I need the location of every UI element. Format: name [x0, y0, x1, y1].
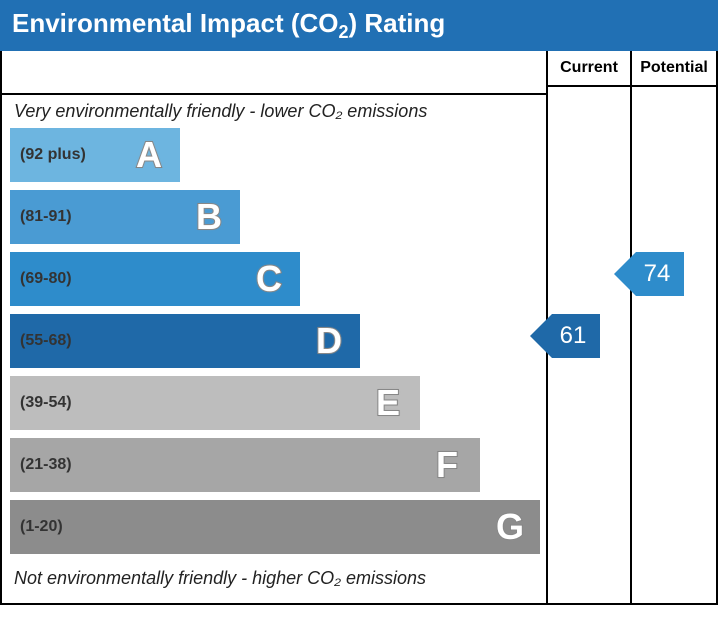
- pointer-value: 74: [636, 252, 684, 296]
- band-letter: B: [196, 196, 222, 238]
- title-suffix: ) Rating: [349, 8, 446, 38]
- band-e: (39-54) E: [10, 376, 420, 430]
- epc-rating-chart: Environmental Impact (CO2) Rating Very e…: [0, 0, 718, 605]
- band-range: (92 plus): [20, 146, 86, 164]
- band-c: (69-80) C: [10, 252, 300, 306]
- chart-title: Environmental Impact (CO2) Rating: [0, 0, 718, 51]
- current-header: Current: [548, 51, 630, 87]
- band-letter: F: [436, 444, 458, 486]
- current-column: Current 61: [548, 51, 632, 603]
- band-letter: G: [496, 506, 524, 548]
- band-d: (55-68) D: [10, 314, 360, 368]
- band-letter: A: [136, 134, 162, 176]
- band-range: (1-20): [20, 518, 63, 536]
- band-g: (1-20) G: [10, 500, 540, 554]
- pointer-arrow-icon: [614, 252, 636, 296]
- potential-pointer: 74: [614, 252, 684, 296]
- band-range: (39-54): [20, 394, 72, 412]
- pointer-value: 61: [552, 314, 600, 358]
- current-pointer: 61: [530, 314, 600, 358]
- band-f: (21-38) F: [10, 438, 480, 492]
- band-letter: E: [376, 382, 400, 424]
- pointer-arrow-icon: [530, 314, 552, 358]
- band-range: (81-91): [20, 208, 72, 226]
- band-letter: D: [316, 320, 342, 362]
- header-spacer: [2, 59, 546, 95]
- chart-grid: Very environmentally friendly - lower CO…: [0, 51, 718, 605]
- bands-column: Very environmentally friendly - lower CO…: [2, 51, 548, 603]
- potential-body: 74: [632, 87, 716, 582]
- bands-container: (92 plus) A (81-91) B (69-80) C (55-68) D (39-54…: [2, 128, 546, 554]
- band-b: (81-91) B: [10, 190, 240, 244]
- potential-column: Potential 74: [632, 51, 716, 603]
- caption-top: Very environmentally friendly - lower CO…: [2, 95, 546, 128]
- potential-header: Potential: [632, 51, 716, 87]
- current-body: 61: [548, 87, 630, 582]
- band-a: (92 plus) A: [10, 128, 180, 182]
- title-prefix: Environmental Impact (CO: [12, 8, 339, 38]
- caption-bottom: Not environmentally friendly - higher CO…: [2, 562, 546, 595]
- band-letter: C: [256, 258, 282, 300]
- title-subscript: 2: [339, 22, 349, 42]
- band-range: (55-68): [20, 332, 72, 350]
- band-range: (21-38): [20, 456, 72, 474]
- band-range: (69-80): [20, 270, 72, 288]
